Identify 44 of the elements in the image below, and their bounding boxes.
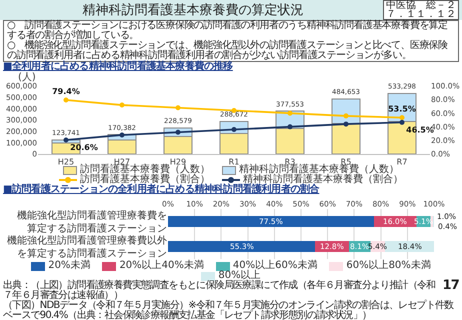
- legend-label: 40%以上60%未満: [232, 260, 318, 271]
- point: [344, 122, 348, 127]
- point: [288, 110, 292, 116]
- point: [288, 124, 292, 130]
- chart-subtitle: ■全利用者に占める精神科訪問看護基本療養費の推移: [2, 61, 234, 72]
- legend-label: 訪問看護基本療養費（割合）: [80, 174, 210, 185]
- bar: [168, 240, 316, 252]
- chart-title: 精神科訪問看護基本療養費の算定状況: [82, 2, 304, 19]
- x-tick-label: R1: [228, 158, 240, 167]
- text: ７．１１．１２: [386, 9, 456, 20]
- legend-label: 訪問看護基本療養費（人数）: [80, 164, 210, 175]
- text: 中医協 総－２: [386, 0, 456, 11]
- text: ○ 訪問看護ステーションにおける医療保険の訪問看護の利用者のうち精神科訪問看護基本療養費を算定する者の割合が増加している。: [7, 20, 449, 41]
- x-tick-label: R7: [396, 158, 408, 167]
- point: [120, 102, 124, 108]
- point: [64, 98, 68, 103]
- legend-label: 80%以上: [218, 270, 261, 281]
- text: ○ 機能強化型訪問看護ステーションでは、機能強化型以外の訪問看護ステーションと比べて、医療保険の訪問看護利用者に占める精神科訪問看護利用者の割合が少ない訪問看護ステーションが多い。: [7, 40, 449, 61]
- point: [176, 130, 180, 135]
- bar: [168, 216, 374, 228]
- data-label: 53.5%: [388, 104, 416, 114]
- legend-label: 60%以上80%未満: [346, 260, 431, 271]
- point: [400, 115, 404, 120]
- x-tick-label: H25: [58, 158, 74, 167]
- point: [344, 113, 348, 118]
- chart-title: ■訪問看護ステーションの全利用者に占める精神科訪問看護利用者の割合: [2, 184, 320, 195]
- legend-label: 20%以上40%未満: [119, 260, 204, 271]
- x-tick-label: H29: [170, 158, 186, 167]
- point: [64, 137, 68, 142]
- legend-label: 20%未満: [48, 260, 90, 271]
- legend-label: 精神科訪問看護基本療養費（割合）: [243, 174, 403, 185]
- point: [400, 120, 404, 125]
- point: [176, 105, 180, 110]
- legend-label: 精神科訪問看護基本療養費（人数）: [239, 164, 399, 175]
- data-label: 79.4%: [52, 86, 80, 96]
- data-label: 20.6%: [70, 143, 98, 152]
- y-tick-label: 機能強化型訪問看護管理療養費を算定する訪問看護ステーション: [17, 210, 167, 234]
- point: [120, 132, 124, 138]
- y-tick-label: 機能強化型訪問看護管理療養費以外を算定する訪問看護ステーション: [7, 234, 167, 260]
- text: 17: [442, 278, 459, 293]
- source-note: 出典：（上図）訪問看護療養費実態調査をもとに保険局医療課にて作成（各年６月審査分より推計（令和７年６月審査分は速報値））: [3, 280, 436, 301]
- point: [232, 127, 236, 132]
- text: （下図）NDBデータ（令和７年５月実施分）※令和７年５月実施分のオンライン請求の割合は、レセプト件数ベースで90.4%（出典：社会保険診療報酬支払基金「レセプト請求形態別の請求状況」）: [3, 300, 454, 320]
- y-axis-title: (人): [18, 72, 36, 83]
